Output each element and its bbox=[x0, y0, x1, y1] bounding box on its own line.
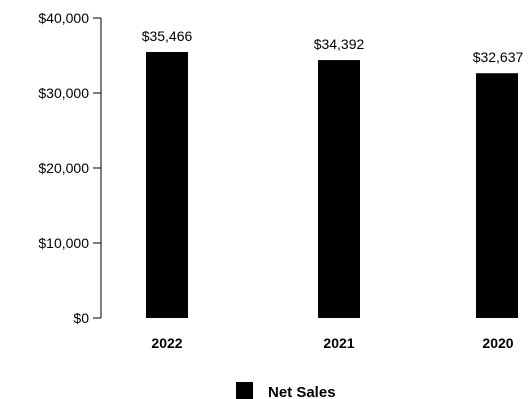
legend: Net Sales bbox=[236, 382, 336, 399]
data-label-2021: $34,392 bbox=[314, 36, 365, 52]
bar-2021 bbox=[318, 60, 360, 319]
legend-swatch-net-sales bbox=[236, 382, 253, 399]
bar-2020 bbox=[476, 73, 518, 318]
x-axis-labels: 2022 2021 2020 bbox=[151, 335, 513, 351]
y-tick-label: $30,000 bbox=[38, 85, 89, 101]
x-tick-label-2021: 2021 bbox=[323, 335, 354, 351]
x-tick-label-2020: 2020 bbox=[482, 335, 513, 351]
bars bbox=[146, 52, 518, 319]
x-tick-label-2022: 2022 bbox=[151, 335, 182, 351]
data-label-2022: $35,466 bbox=[142, 28, 193, 44]
bar-2022 bbox=[146, 52, 188, 318]
y-tick-label: $20,000 bbox=[38, 160, 89, 176]
data-label-2020: $32,637 bbox=[473, 49, 524, 65]
y-tick-label: $10,000 bbox=[38, 235, 89, 251]
y-tick-label: $0 bbox=[73, 310, 89, 326]
y-tick-label: $40,000 bbox=[38, 10, 89, 26]
y-axis-ticks: $0 $10,000 $20,000 $30,000 $40,000 bbox=[38, 10, 101, 326]
data-labels: $35,466 $34,392 $32,637 bbox=[142, 28, 524, 65]
legend-label-net-sales: Net Sales bbox=[268, 384, 336, 399]
